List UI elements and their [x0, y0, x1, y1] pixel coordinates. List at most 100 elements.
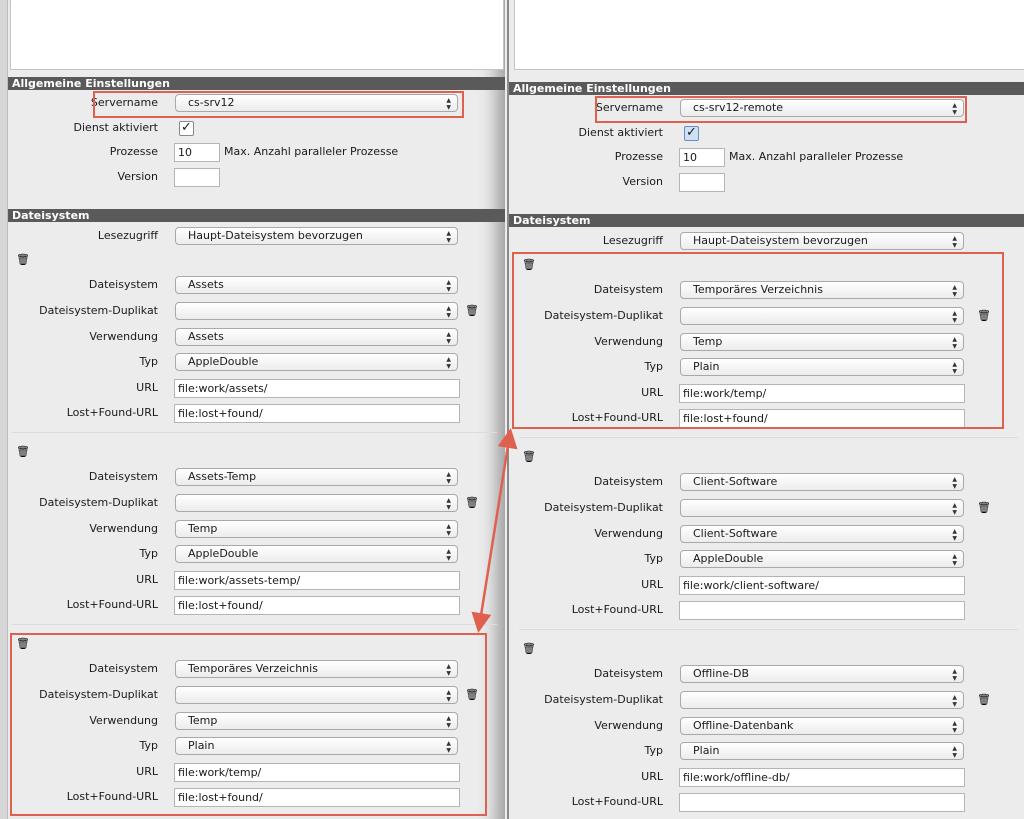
lost-found-url-label: Lost+Found-URL: [571, 603, 663, 616]
typ-select-value: AppleDouble: [693, 552, 764, 565]
up-down-chevron-icon: ▲ ▼: [952, 502, 957, 516]
verwendung-select[interactable]: Temp ▲ ▼: [175, 712, 458, 730]
dateisystem-select[interactable]: Temporäres Verzeichnis ▲ ▼: [175, 660, 458, 678]
typ-select[interactable]: Plain ▲ ▼: [175, 737, 458, 755]
verwendung-select[interactable]: Temp ▲ ▼: [175, 520, 458, 538]
typ-select[interactable]: Plain ▲ ▼: [680, 358, 964, 376]
up-down-chevron-icon: ▲ ▼: [952, 310, 957, 324]
lost-found-url-input[interactable]: file:lost+found/: [174, 404, 460, 423]
dateisystem-duplikat-select[interactable]: ▲ ▼: [680, 499, 964, 517]
log-text-area[interactable]: [10, 0, 504, 70]
url-input[interactable]: file:work/assets/: [174, 379, 460, 398]
dateisystem-duplikat-select[interactable]: ▲ ▼: [175, 686, 458, 704]
verwendung-label: Verwendung: [89, 522, 158, 535]
trash-icon[interactable]: 🗑: [977, 693, 991, 706]
up-down-chevron-icon: ▲ ▼: [952, 745, 957, 759]
dateisystem-label: Dateisystem: [88, 662, 158, 675]
dateisystem-select[interactable]: Temporäres Verzeichnis ▲ ▼: [680, 281, 964, 299]
lesezugriff-select[interactable]: Haupt-Dateisystem bevorzugen ▲ ▼: [680, 232, 964, 250]
trash-icon[interactable]: 🗑: [977, 501, 991, 514]
trash-icon[interactable]: 🗑: [16, 445, 30, 458]
dateisystem-label: Dateisystem: [88, 278, 158, 291]
right-server-panel: Allgemeine Einstellungen Servername cs-srv…: [507, 0, 1024, 819]
dateisystem-duplikat-label: Dateisystem-Duplikat: [39, 304, 158, 317]
dateisystem-select[interactable]: Assets-Temp ▲ ▼: [175, 468, 458, 486]
dateisystem-label: Dateisystem: [593, 475, 663, 488]
typ-select[interactable]: AppleDouble ▲ ▼: [175, 353, 458, 371]
up-down-chevron-icon: ▲ ▼: [446, 230, 451, 244]
version-input[interactable]: [679, 173, 725, 192]
lost-found-url-label: Lost+Found-URL: [66, 790, 158, 803]
section-header-dateisystem: Dateisystem: [509, 214, 1024, 227]
lost-found-url-label: Lost+Found-URL: [66, 406, 158, 419]
url-input[interactable]: file:work/temp/: [174, 763, 460, 782]
lost-found-url-input[interactable]: file:lost+found/: [174, 788, 460, 807]
url-input[interactable]: file:work/client-software/: [679, 576, 965, 595]
url-label: URL: [136, 573, 158, 586]
lost-found-url-input[interactable]: file:lost+found/: [679, 409, 965, 428]
up-down-chevron-icon: ▲ ▼: [952, 336, 957, 350]
typ-select-value: AppleDouble: [188, 355, 259, 368]
verwendung-label: Verwendung: [594, 335, 663, 348]
dateisystem-select[interactable]: Offline-DB ▲ ▼: [680, 665, 964, 683]
lost-found-url-label: Lost+Found-URL: [571, 411, 663, 424]
typ-select[interactable]: AppleDouble ▲ ▼: [680, 550, 964, 568]
verwendung-select[interactable]: Offline-Datenbank ▲ ▼: [680, 717, 964, 735]
version-input[interactable]: [174, 168, 220, 187]
highlight-servername-left: [93, 91, 464, 118]
trash-icon[interactable]: 🗑: [522, 642, 536, 655]
typ-select-value: Plain: [188, 739, 215, 752]
dateisystem-select[interactable]: Client-Software ▲ ▼: [680, 473, 964, 491]
url-label: URL: [136, 765, 158, 778]
up-down-chevron-icon: ▲ ▼: [952, 284, 957, 298]
dateisystem-duplikat-select[interactable]: ▲ ▼: [175, 494, 458, 512]
url-input[interactable]: file:work/assets-temp/: [174, 571, 460, 590]
lesezugriff-select[interactable]: Haupt-Dateisystem bevorzugen ▲ ▼: [175, 227, 458, 245]
verwendung-select[interactable]: Temp ▲ ▼: [680, 333, 964, 351]
trash-icon[interactable]: 🗑: [465, 496, 479, 509]
verwendung-select[interactable]: Client-Software ▲ ▼: [680, 525, 964, 543]
group-divider: [12, 432, 497, 433]
lost-found-url-input[interactable]: [679, 601, 965, 620]
dienst-aktiviert-checkbox[interactable]: ✓: [684, 126, 699, 141]
dateisystem-select[interactable]: Assets ▲ ▼: [175, 276, 458, 294]
up-down-chevron-icon: ▲ ▼: [952, 102, 957, 116]
up-down-chevron-icon: ▲ ▼: [952, 476, 957, 490]
lost-found-url-input[interactable]: [679, 793, 965, 812]
dateisystem-duplikat-label: Dateisystem-Duplikat: [39, 688, 158, 701]
up-down-chevron-icon: ▲ ▼: [952, 235, 957, 249]
trash-icon[interactable]: 🗑: [465, 304, 479, 317]
typ-select[interactable]: Plain ▲ ▼: [680, 742, 964, 760]
prozesse-input[interactable]: 10: [679, 148, 725, 167]
dateisystem-label: Dateisystem: [88, 470, 158, 483]
prozesse-hint: Max. Anzahl paralleler Prozesse: [224, 145, 399, 158]
url-label: URL: [641, 578, 663, 591]
dateisystem-duplikat-select[interactable]: ▲ ▼: [680, 307, 964, 325]
typ-label: Typ: [644, 744, 664, 757]
verwendung-select[interactable]: Assets ▲ ▼: [175, 328, 458, 346]
trash-icon[interactable]: 🗑: [16, 253, 30, 266]
servername-select[interactable]: cs-srv12-remote ▲ ▼: [680, 99, 964, 117]
dateisystem-select-value: Assets: [188, 278, 224, 291]
dateisystem-duplikat-select[interactable]: ▲ ▼: [175, 302, 458, 320]
up-down-chevron-icon: ▲ ▼: [446, 740, 451, 754]
servername-select[interactable]: cs-srv12 ▲ ▼: [175, 94, 458, 112]
verwendung-select-value: Client-Software: [693, 527, 778, 540]
prozesse-input[interactable]: 10: [174, 143, 220, 162]
verwendung-select-value: Offline-Datenbank: [693, 719, 794, 732]
trash-icon[interactable]: 🗑: [522, 450, 536, 463]
dienst-aktiviert-checkbox[interactable]: ✓: [179, 121, 194, 136]
up-down-chevron-icon: ▲ ▼: [952, 553, 957, 567]
url-input[interactable]: file:work/temp/: [679, 384, 965, 403]
servername-select-value: cs-srv12-remote: [693, 101, 784, 114]
log-text-area[interactable]: [514, 0, 1024, 70]
verwendung-select-value: Temp: [188, 714, 218, 727]
servername-label: Servername: [595, 101, 663, 114]
dateisystem-duplikat-select[interactable]: ▲ ▼: [680, 691, 964, 709]
prozesse-hint: Max. Anzahl paralleler Prozesse: [729, 150, 904, 163]
url-input[interactable]: file:work/offline-db/: [679, 768, 965, 787]
typ-label: Typ: [139, 547, 159, 560]
typ-select-value: AppleDouble: [188, 547, 259, 560]
typ-select[interactable]: AppleDouble ▲ ▼: [175, 545, 458, 563]
lost-found-url-input[interactable]: file:lost+found/: [174, 596, 460, 615]
